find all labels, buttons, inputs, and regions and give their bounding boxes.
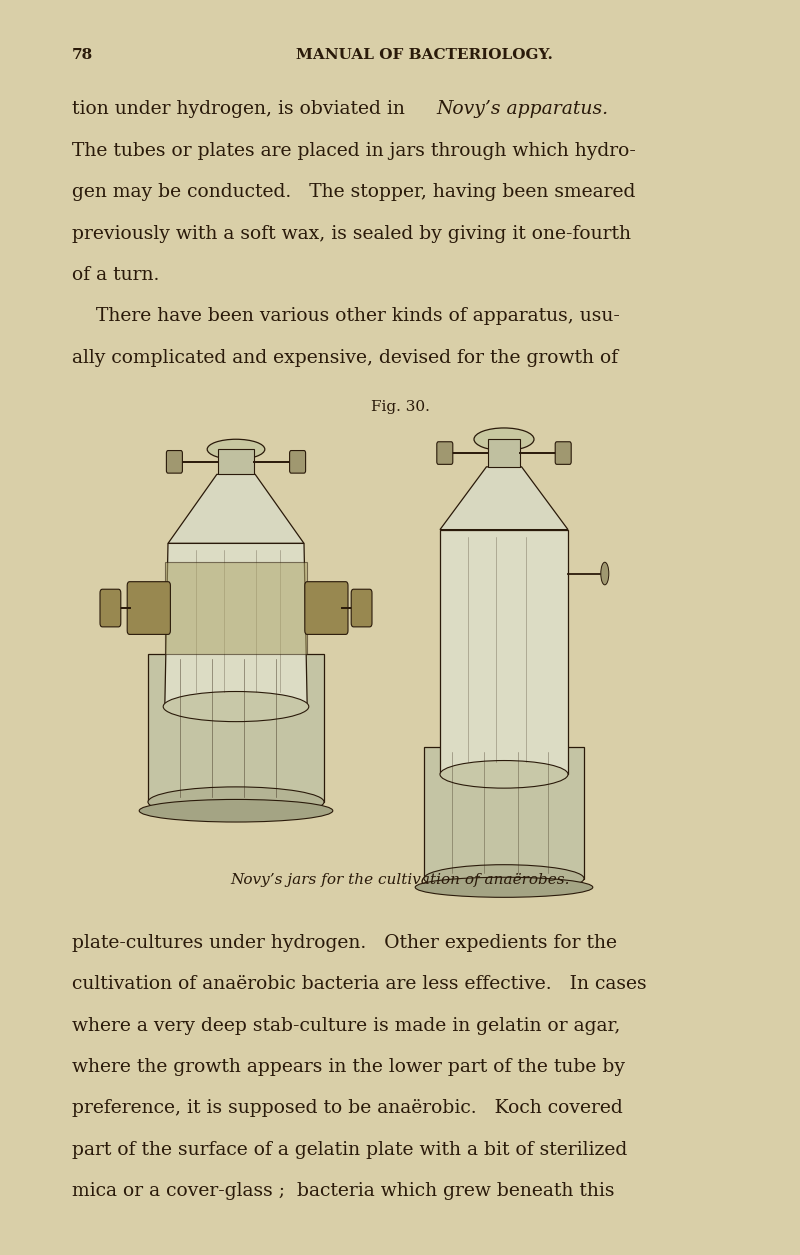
Text: of a turn.: of a turn. bbox=[72, 266, 159, 284]
Polygon shape bbox=[168, 474, 304, 543]
Ellipse shape bbox=[440, 761, 568, 788]
Bar bbox=[424, 747, 584, 878]
Text: where the growth appears in the lower part of the tube by: where the growth appears in the lower pa… bbox=[72, 1058, 625, 1076]
Text: Novy’s apparatus.: Novy’s apparatus. bbox=[436, 100, 608, 118]
Text: plate-cultures under hydrogen.   Other expedients for the: plate-cultures under hydrogen. Other exp… bbox=[72, 934, 617, 951]
FancyBboxPatch shape bbox=[127, 582, 170, 635]
Text: preference, it is supposed to be anaërobic.   Koch covered: preference, it is supposed to be anaërob… bbox=[72, 1099, 622, 1117]
FancyBboxPatch shape bbox=[166, 451, 182, 473]
Text: Novy’s jars for the cultivation of anaërobes.: Novy’s jars for the cultivation of anaër… bbox=[230, 873, 570, 887]
Text: mica or a cover-glass ;  bacteria which grew beneath this: mica or a cover-glass ; bacteria which g… bbox=[72, 1182, 614, 1200]
Ellipse shape bbox=[139, 799, 333, 822]
Bar bbox=[165, 562, 307, 654]
Text: There have been various other kinds of apparatus, usu-: There have been various other kinds of a… bbox=[72, 307, 620, 325]
Text: tion under hydrogen, is obviated in: tion under hydrogen, is obviated in bbox=[72, 100, 411, 118]
Text: ally complicated and expensive, devised for the growth of: ally complicated and expensive, devised … bbox=[72, 349, 618, 366]
Ellipse shape bbox=[601, 562, 609, 585]
Text: where a very deep stab-culture is made in gelatin or agar,: where a very deep stab-culture is made i… bbox=[72, 1017, 620, 1034]
Text: gen may be conducted.   The stopper, having been smeared: gen may be conducted. The stopper, havin… bbox=[72, 183, 635, 201]
Text: The tubes or plates are placed in jars through which hydro-: The tubes or plates are placed in jars t… bbox=[72, 142, 636, 159]
Polygon shape bbox=[440, 530, 568, 774]
FancyBboxPatch shape bbox=[100, 590, 121, 628]
Text: previously with a soft wax, is sealed by giving it one-fourth: previously with a soft wax, is sealed by… bbox=[72, 225, 631, 242]
FancyBboxPatch shape bbox=[555, 442, 571, 464]
Ellipse shape bbox=[163, 692, 309, 722]
FancyBboxPatch shape bbox=[290, 451, 306, 473]
Bar bbox=[218, 449, 254, 474]
Text: part of the surface of a gelatin plate with a bit of sterilized: part of the surface of a gelatin plate w… bbox=[72, 1141, 627, 1158]
Ellipse shape bbox=[424, 865, 584, 892]
Polygon shape bbox=[165, 543, 307, 707]
Ellipse shape bbox=[207, 439, 265, 459]
Text: 78: 78 bbox=[72, 48, 94, 61]
FancyBboxPatch shape bbox=[351, 590, 372, 628]
Bar bbox=[148, 654, 324, 802]
Bar bbox=[488, 439, 520, 467]
FancyBboxPatch shape bbox=[437, 442, 453, 464]
Text: cultivation of anaërobic bacteria are less effective.   In cases: cultivation of anaërobic bacteria are le… bbox=[72, 975, 646, 993]
Text: Fig. 30.: Fig. 30. bbox=[370, 400, 430, 414]
Polygon shape bbox=[440, 467, 568, 530]
Text: MANUAL OF BACTERIOLOGY.: MANUAL OF BACTERIOLOGY. bbox=[295, 48, 553, 61]
Ellipse shape bbox=[474, 428, 534, 451]
FancyBboxPatch shape bbox=[305, 582, 348, 635]
Ellipse shape bbox=[415, 877, 593, 897]
Ellipse shape bbox=[148, 787, 324, 817]
